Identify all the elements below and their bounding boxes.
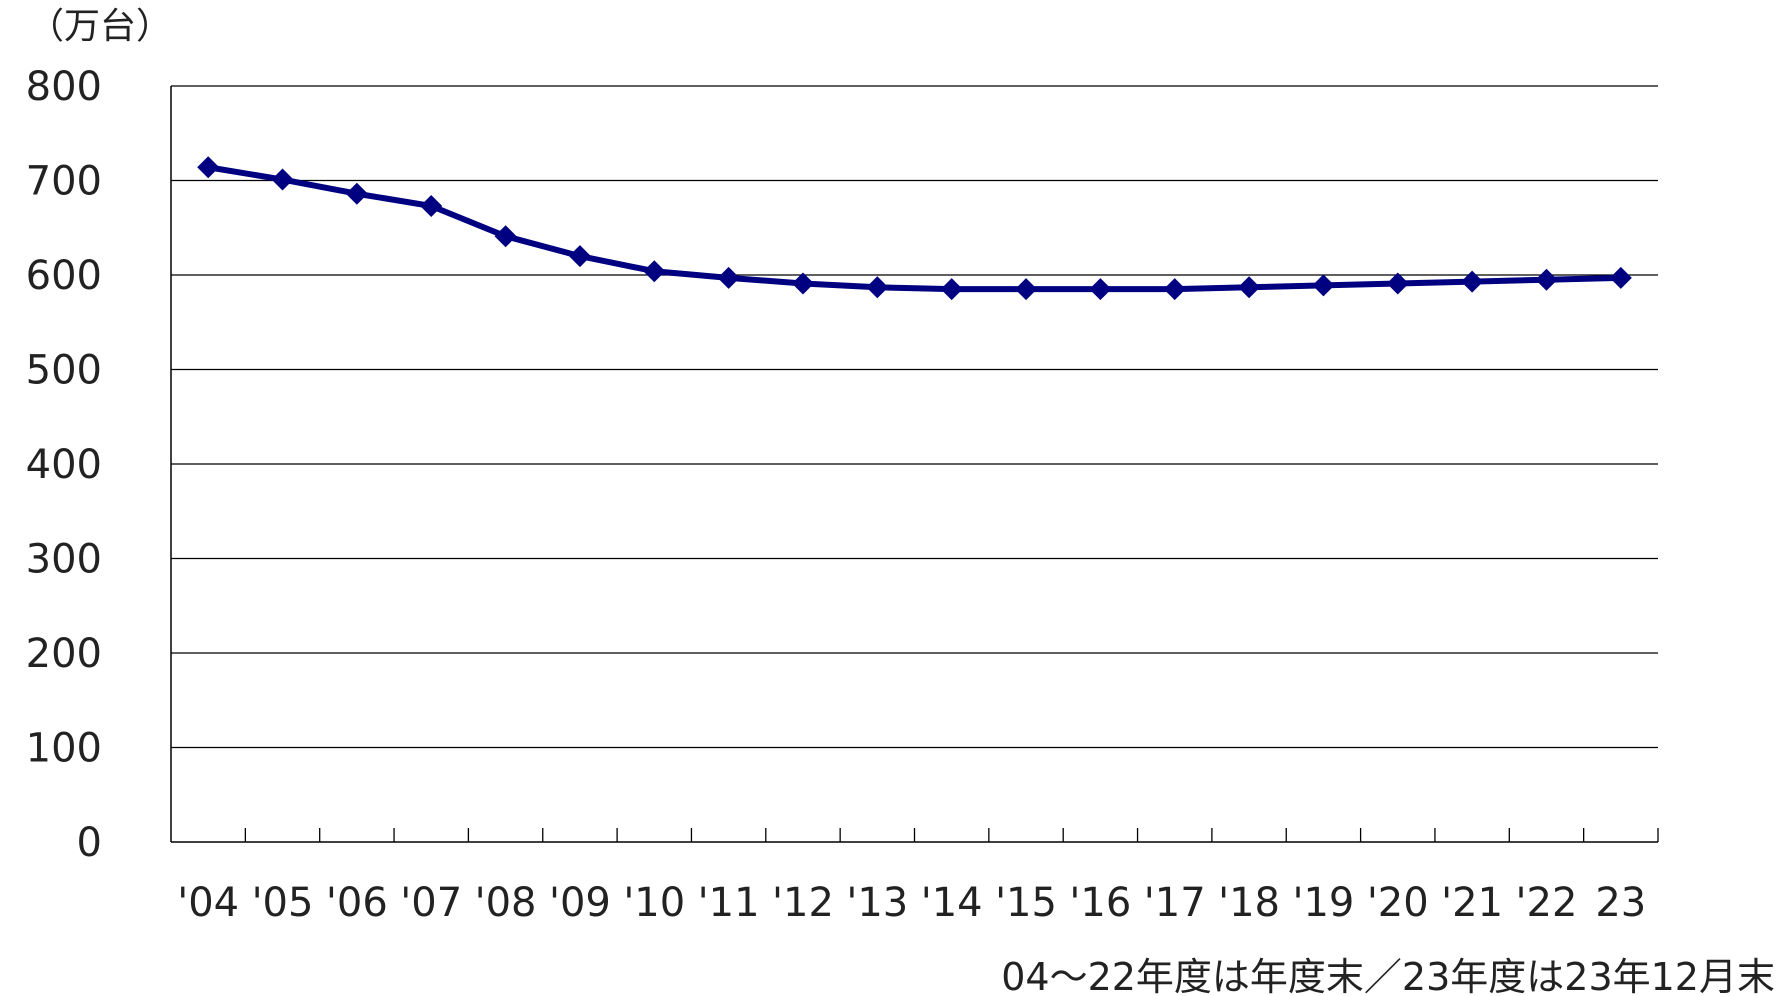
y-tick-label-700: 700 — [26, 159, 102, 205]
y-tick-label-800: 800 — [26, 64, 102, 110]
data-point-19 — [1312, 274, 1335, 297]
gridlines — [171, 85, 1658, 749]
footnote: 04～22年度は年度末／23年度は23年12月末 — [1001, 955, 1775, 996]
data-point-13 — [866, 276, 889, 299]
x-tick-label-13: '13 — [846, 880, 908, 926]
x-tick-label-07: '07 — [400, 880, 462, 926]
data-point-09 — [568, 245, 591, 268]
data-point-10 — [643, 260, 666, 283]
x-tick-label-21: '21 — [1441, 880, 1503, 926]
x-tick-label-10: '10 — [623, 880, 685, 926]
x-tick-label-06: '06 — [326, 880, 388, 926]
x-tick-label-15: '15 — [995, 880, 1057, 926]
x-tick-label-23: 23 — [1595, 880, 1646, 926]
data-point-16 — [1089, 278, 1112, 301]
x-tick-label-17: '17 — [1144, 880, 1206, 926]
x-tick-label-20: '20 — [1367, 880, 1429, 926]
data-point-18 — [1238, 276, 1261, 299]
y-tick-label-100: 100 — [26, 726, 102, 772]
data-point-12 — [791, 272, 814, 295]
x-tick-label-09: '09 — [549, 880, 611, 926]
y-tick-label-0: 0 — [77, 820, 102, 866]
x-tick-label-16: '16 — [1069, 880, 1131, 926]
data-point-23 — [1609, 266, 1632, 289]
y-tick-label-400: 400 — [26, 442, 102, 488]
data-point-06 — [345, 182, 368, 205]
data-point-21 — [1461, 270, 1484, 293]
x-tick-label-18: '18 — [1218, 880, 1280, 926]
data-point-20 — [1386, 272, 1409, 295]
x-tick-label-14: '14 — [921, 880, 983, 926]
y-axis-unit-label: （万台） — [28, 6, 172, 47]
x-tick-label-22: '22 — [1516, 880, 1578, 926]
y-tick-labels: 0 100 200 300 400 500 600 700 800 — [26, 64, 102, 866]
data-point-04 — [197, 156, 220, 179]
axes — [170, 86, 1659, 843]
x-tick-label-05: '05 — [252, 880, 314, 926]
series-group — [197, 156, 1632, 301]
data-point-14 — [940, 278, 963, 301]
y-tick-label-200: 200 — [26, 631, 102, 677]
data-point-22 — [1535, 268, 1558, 291]
y-tick-label-300: 300 — [26, 537, 102, 583]
x-tick-label-08: '08 — [475, 880, 537, 926]
series-line — [207, 164, 1621, 293]
x-tick-label-04: '04 — [177, 880, 239, 926]
data-point-07 — [420, 195, 443, 218]
data-point-08 — [494, 225, 517, 248]
y-tick-label-600: 600 — [26, 253, 102, 299]
x-tick-label-11: '11 — [698, 880, 760, 926]
y-tick-label-500: 500 — [26, 348, 102, 394]
data-point-05 — [271, 168, 294, 191]
x-tick-label-19: '19 — [1292, 880, 1354, 926]
data-point-11 — [717, 266, 740, 289]
data-point-17 — [1163, 278, 1186, 301]
x-tick-labels: '04 '05 '06 '07 '08 '09 '10 '11 '12 '13 '14 '15 '16 '… — [177, 880, 1646, 926]
data-point-15 — [1015, 278, 1038, 301]
x-tick-label-12: '12 — [772, 880, 834, 926]
